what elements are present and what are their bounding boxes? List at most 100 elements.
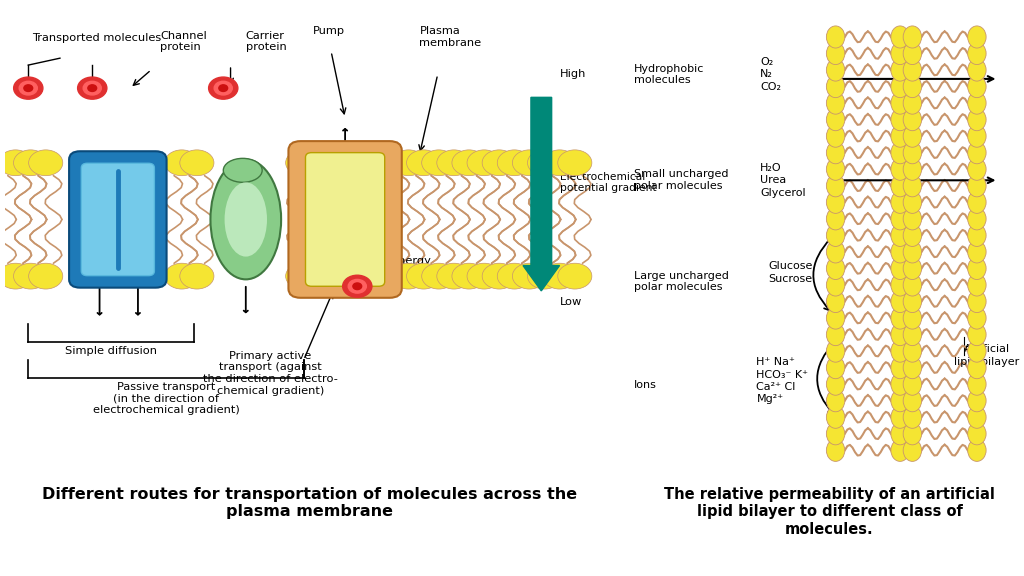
Circle shape: [968, 274, 986, 296]
Circle shape: [391, 150, 426, 176]
Text: Primary active
transport (against
the direction of electro-
chemical gradient): Primary active transport (against the di…: [203, 351, 338, 396]
Circle shape: [903, 125, 922, 147]
Circle shape: [286, 150, 319, 176]
Circle shape: [968, 191, 986, 213]
Circle shape: [527, 263, 561, 289]
Circle shape: [826, 389, 845, 412]
Circle shape: [826, 142, 845, 164]
Circle shape: [968, 92, 986, 114]
Circle shape: [903, 109, 922, 131]
Circle shape: [891, 208, 909, 230]
Circle shape: [543, 263, 577, 289]
Text: O₂
N₂
CO₂: O₂ N₂ CO₂: [760, 57, 781, 92]
Circle shape: [968, 241, 986, 263]
Circle shape: [903, 208, 922, 230]
Circle shape: [903, 423, 922, 445]
Circle shape: [968, 406, 986, 429]
Circle shape: [286, 263, 319, 289]
Circle shape: [826, 175, 845, 197]
Circle shape: [891, 373, 909, 395]
Circle shape: [968, 290, 986, 313]
Circle shape: [891, 92, 909, 114]
Circle shape: [903, 340, 922, 362]
Circle shape: [482, 150, 516, 176]
Circle shape: [968, 43, 986, 65]
Circle shape: [903, 224, 922, 247]
Circle shape: [968, 357, 986, 378]
Circle shape: [13, 77, 43, 99]
Text: Electrochemical
potential gradient: Electrochemical potential gradient: [559, 172, 656, 194]
Circle shape: [826, 59, 845, 81]
Circle shape: [826, 75, 845, 98]
Circle shape: [826, 109, 845, 131]
Circle shape: [891, 175, 909, 197]
Circle shape: [903, 92, 922, 114]
Circle shape: [891, 389, 909, 412]
Text: Small uncharged
polar molecules: Small uncharged polar molecules: [634, 169, 728, 191]
Circle shape: [903, 142, 922, 164]
Text: Large uncharged
polar molecules: Large uncharged polar molecules: [634, 271, 728, 293]
Circle shape: [219, 85, 227, 92]
Circle shape: [29, 150, 62, 176]
Circle shape: [903, 59, 922, 81]
Circle shape: [437, 150, 471, 176]
Circle shape: [343, 275, 372, 297]
Circle shape: [891, 257, 909, 279]
Circle shape: [891, 423, 909, 445]
Circle shape: [891, 357, 909, 378]
Text: H₂O
Urea
Glycerol: H₂O Urea Glycerol: [760, 163, 806, 198]
Circle shape: [968, 340, 986, 362]
Circle shape: [826, 324, 845, 346]
Text: Pump: Pump: [312, 26, 345, 36]
Circle shape: [891, 439, 909, 461]
Circle shape: [377, 263, 411, 289]
Circle shape: [422, 150, 456, 176]
Circle shape: [24, 85, 33, 92]
Text: Channel
protein: Channel protein: [161, 31, 207, 52]
Circle shape: [78, 77, 106, 99]
Circle shape: [903, 439, 922, 461]
Circle shape: [391, 263, 426, 289]
Circle shape: [452, 263, 486, 289]
Circle shape: [467, 263, 501, 289]
Circle shape: [88, 85, 96, 92]
Circle shape: [903, 75, 922, 98]
Circle shape: [891, 241, 909, 263]
Circle shape: [826, 26, 845, 48]
Circle shape: [968, 59, 986, 81]
Circle shape: [214, 81, 232, 95]
Text: Passive transport
(in the direction of
electrochemical gradient): Passive transport (in the direction of e…: [92, 382, 240, 415]
Circle shape: [903, 241, 922, 263]
Circle shape: [968, 423, 986, 445]
Circle shape: [826, 208, 845, 230]
Text: Low: Low: [559, 297, 582, 308]
Circle shape: [527, 150, 561, 176]
Circle shape: [968, 389, 986, 412]
Circle shape: [512, 150, 547, 176]
Circle shape: [968, 26, 986, 48]
Text: Artificial
lipid bilayer: Artificial lipid bilayer: [954, 344, 1020, 366]
Circle shape: [891, 125, 909, 147]
Circle shape: [968, 75, 986, 98]
Circle shape: [353, 283, 361, 290]
Circle shape: [826, 357, 845, 378]
Circle shape: [498, 263, 531, 289]
Circle shape: [891, 43, 909, 65]
Text: The relative permeability of an artificial
lipid bilayer to different class of
m: The relative permeability of an artifici…: [664, 487, 995, 536]
Circle shape: [377, 150, 411, 176]
Circle shape: [180, 150, 214, 176]
Circle shape: [826, 340, 845, 362]
Circle shape: [891, 158, 909, 180]
Circle shape: [903, 406, 922, 429]
Circle shape: [165, 150, 199, 176]
Circle shape: [968, 142, 986, 164]
Circle shape: [826, 290, 845, 313]
Text: Simple diffusion: Simple diffusion: [66, 346, 157, 356]
Circle shape: [826, 43, 845, 65]
Circle shape: [891, 26, 909, 48]
FancyBboxPatch shape: [305, 153, 385, 286]
Circle shape: [0, 150, 33, 176]
Circle shape: [891, 340, 909, 362]
Circle shape: [498, 150, 531, 176]
Circle shape: [826, 439, 845, 461]
